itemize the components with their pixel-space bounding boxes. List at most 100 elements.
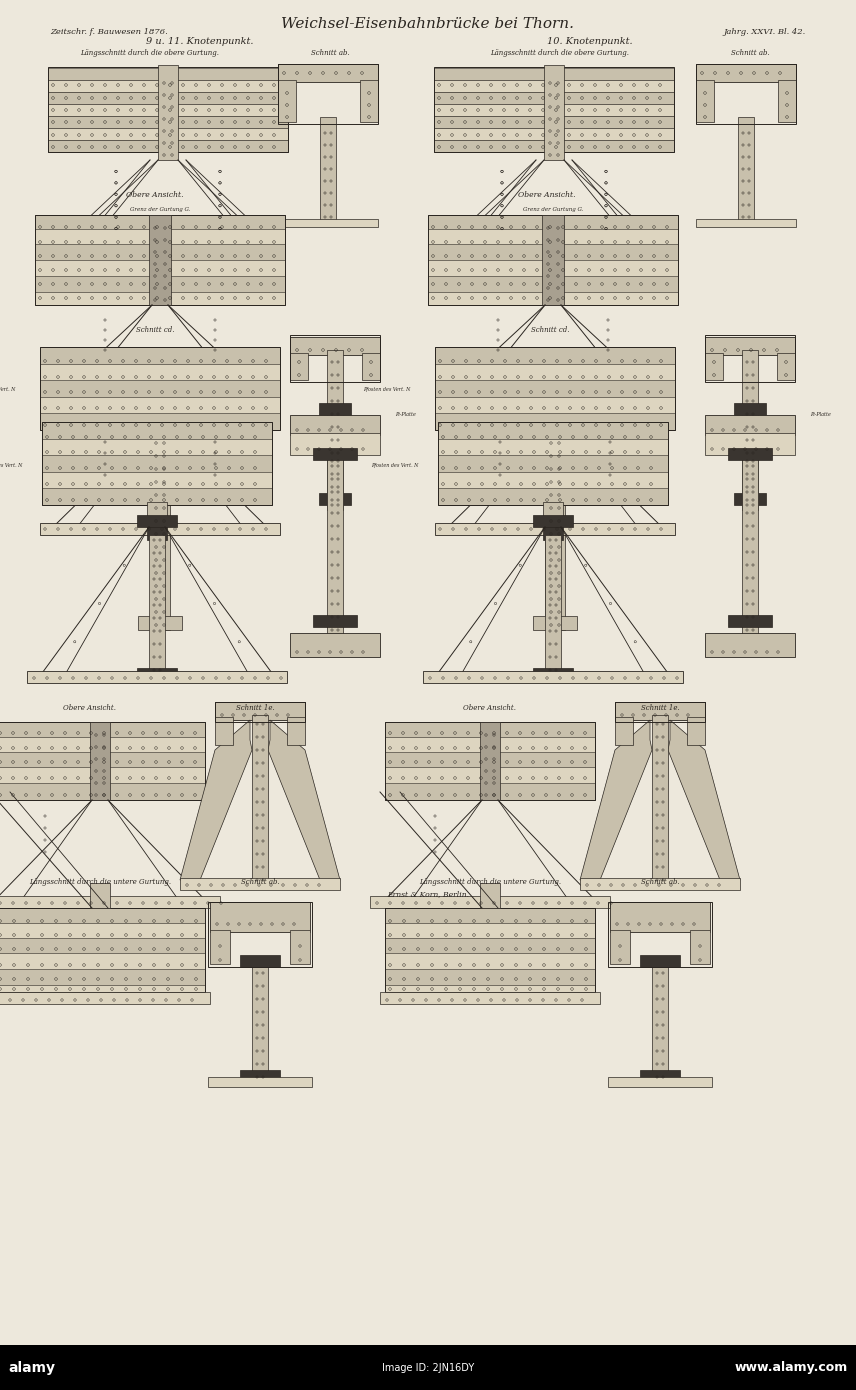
Bar: [608, 902, 712, 967]
Bar: [215, 717, 233, 745]
Bar: [428, 245, 678, 261]
Bar: [428, 215, 678, 229]
Bar: [35, 277, 285, 293]
Bar: [313, 448, 357, 460]
Text: Zeitschr. f. Bauwesen 1876.: Zeitschr. f. Bauwesen 1876.: [50, 28, 168, 36]
Bar: [610, 930, 630, 965]
Bar: [48, 81, 288, 92]
Bar: [0, 992, 210, 1004]
Bar: [545, 535, 561, 676]
Text: Schnitt ab.: Schnitt ab.: [731, 49, 770, 57]
Bar: [278, 81, 296, 122]
Polygon shape: [180, 720, 252, 880]
Bar: [90, 883, 110, 908]
Bar: [290, 336, 380, 354]
Bar: [434, 92, 674, 104]
Bar: [0, 721, 205, 801]
Text: Ernst & Korn, Berlin.: Ernst & Korn, Berlin.: [387, 890, 469, 898]
Bar: [35, 229, 285, 245]
Bar: [0, 721, 205, 738]
Text: Schnitt ab.: Schnitt ab.: [640, 878, 680, 885]
Bar: [385, 923, 595, 940]
Text: Längsschnitt durch die untere Gurtung.: Längsschnitt durch die untere Gurtung.: [29, 878, 171, 885]
Bar: [435, 379, 675, 398]
Bar: [705, 336, 795, 354]
Bar: [696, 64, 796, 124]
Text: Pfosten des Vert. N: Pfosten des Vert. N: [0, 463, 22, 467]
Bar: [435, 348, 675, 430]
Bar: [533, 616, 577, 630]
Bar: [0, 767, 205, 784]
Text: Pfosten des Vert. N: Pfosten des Vert. N: [371, 463, 418, 467]
Bar: [320, 117, 336, 222]
Bar: [428, 277, 678, 293]
Text: Weichsel-Eisenbahnbrücke bei Thorn.: Weichsel-Eisenbahnbrücke bei Thorn.: [282, 17, 574, 31]
Bar: [240, 1070, 280, 1081]
Text: Image ID: 2JN16DY: Image ID: 2JN16DY: [382, 1364, 474, 1373]
Text: Grenz der Gurtung G.: Grenz der Gurtung G.: [130, 207, 190, 213]
Bar: [0, 1346, 856, 1390]
Text: Schnitt 1e.: Schnitt 1e.: [235, 703, 275, 712]
Bar: [705, 353, 723, 379]
Bar: [90, 721, 110, 801]
Bar: [138, 616, 182, 630]
Bar: [58, 232, 278, 242]
Bar: [480, 883, 500, 908]
Bar: [42, 473, 272, 489]
Bar: [35, 215, 285, 229]
Bar: [40, 364, 280, 382]
Bar: [738, 117, 754, 222]
Text: Obere Ansicht.: Obere Ansicht.: [463, 703, 516, 712]
Text: Längsschnitt durch die untere Gurtung.: Längsschnitt durch die untere Gurtung.: [419, 878, 561, 885]
Bar: [180, 878, 340, 890]
Polygon shape: [268, 720, 340, 880]
Bar: [35, 245, 285, 261]
Bar: [290, 434, 380, 455]
Bar: [438, 439, 668, 457]
Bar: [240, 955, 280, 967]
Bar: [543, 502, 563, 525]
Bar: [705, 632, 795, 657]
Text: Schnitt ab.: Schnitt ab.: [241, 878, 279, 885]
Bar: [215, 702, 305, 721]
Bar: [45, 386, 275, 398]
Bar: [385, 752, 595, 769]
Bar: [158, 65, 178, 160]
Bar: [385, 969, 595, 986]
Bar: [742, 350, 758, 510]
Bar: [0, 908, 205, 992]
Bar: [42, 455, 272, 473]
Bar: [434, 115, 674, 128]
Bar: [147, 523, 167, 539]
Bar: [687, 717, 705, 745]
Bar: [610, 902, 710, 933]
Bar: [327, 350, 343, 510]
Bar: [615, 717, 633, 745]
Bar: [608, 1077, 712, 1087]
Bar: [435, 364, 675, 382]
Bar: [734, 403, 766, 416]
Bar: [149, 215, 171, 304]
Bar: [40, 398, 280, 414]
Text: Pi-Platte: Pi-Platte: [395, 413, 416, 417]
Bar: [278, 64, 378, 82]
Bar: [385, 954, 595, 970]
Bar: [542, 215, 564, 304]
Bar: [150, 430, 170, 630]
Bar: [533, 669, 573, 680]
Bar: [385, 767, 595, 784]
Bar: [385, 721, 595, 801]
Bar: [278, 220, 378, 227]
Bar: [380, 992, 600, 1004]
Bar: [480, 721, 500, 801]
Bar: [0, 969, 205, 986]
Bar: [435, 348, 675, 366]
Bar: [319, 493, 351, 505]
Bar: [728, 614, 772, 627]
Text: 10. Knotenpunkt.: 10. Knotenpunkt.: [547, 38, 633, 46]
Bar: [544, 65, 564, 160]
Bar: [0, 938, 205, 954]
Bar: [290, 353, 308, 379]
Text: alamy: alamy: [8, 1361, 55, 1375]
Bar: [137, 516, 177, 527]
